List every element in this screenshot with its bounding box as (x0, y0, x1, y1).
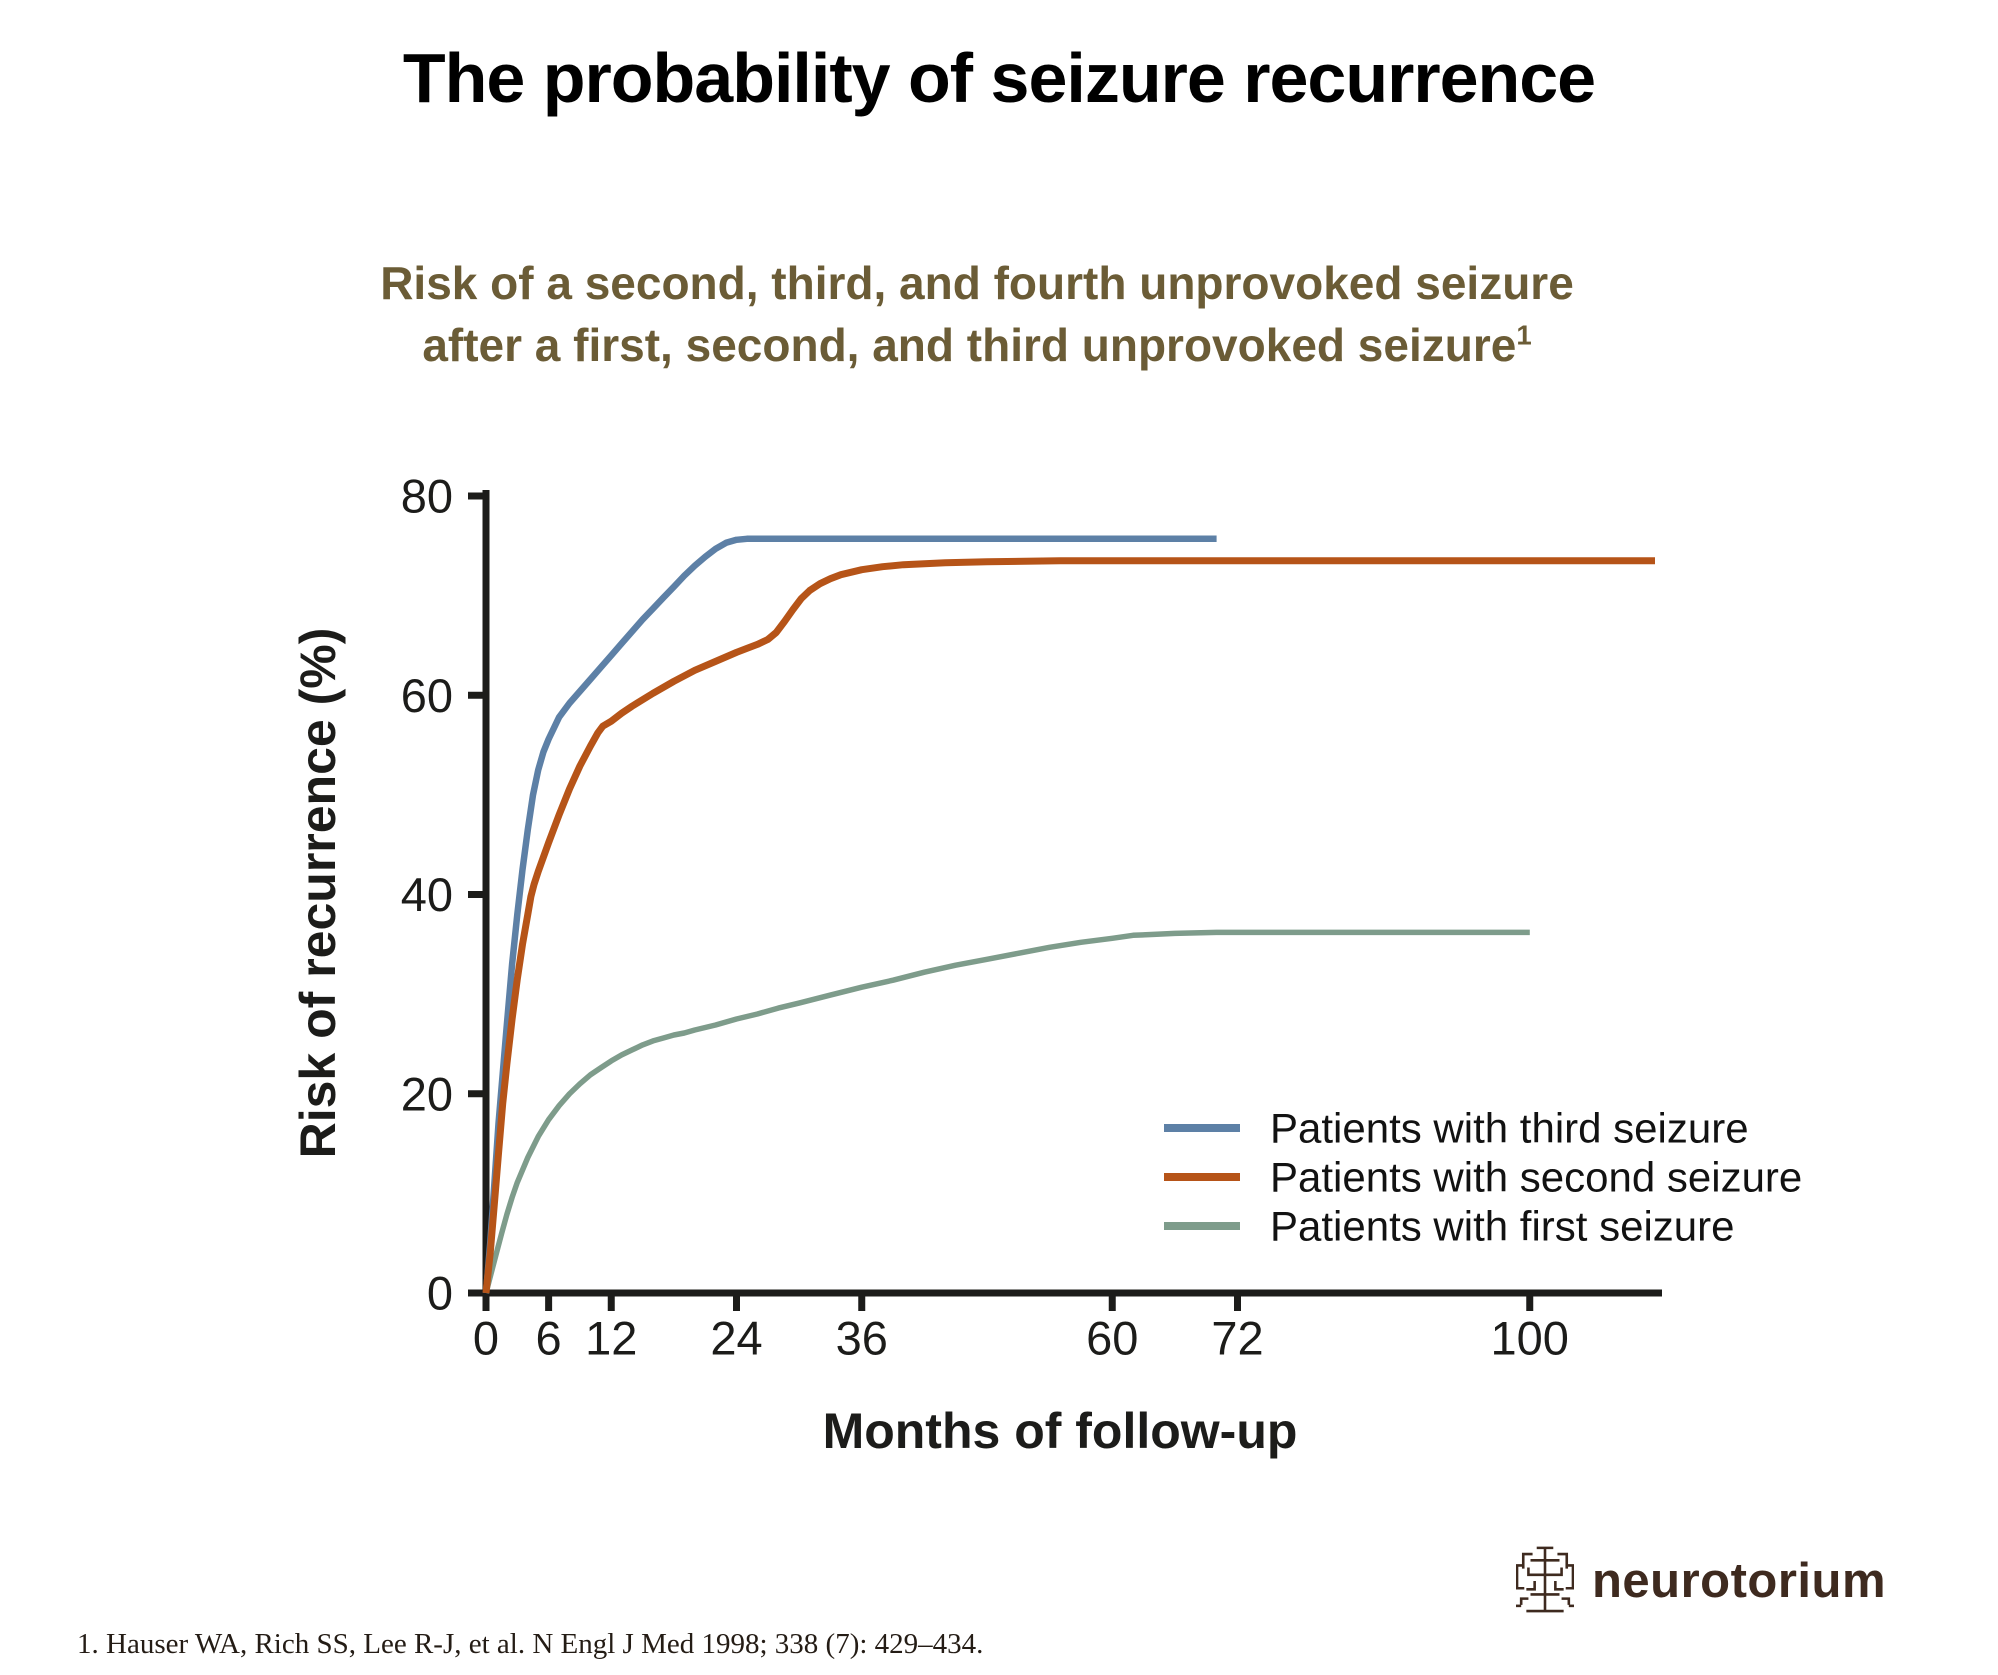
x-tick-label-72: 72 (1211, 1312, 1263, 1365)
legend-label-1: Patients with third seizure (1270, 1105, 1749, 1152)
chart-title-line1: Risk of a second, third, and fourth unpr… (380, 257, 1574, 309)
chart-ticks (468, 492, 1534, 1311)
x-tick-label-100: 100 (1491, 1312, 1569, 1365)
neurotorium-logo-icon (1516, 1546, 1574, 1613)
x-tick-label-6: 6 (536, 1312, 562, 1365)
y-tick-label-20: 20 (401, 1067, 453, 1120)
reference-citation: 1. Hauser WA, Rich SS, Lee R-J, et al. N… (77, 1628, 984, 1660)
page-title: The probability of seizure recurrence (402, 39, 1596, 117)
curve-patients-with-third-seizure (482, 535, 1217, 1294)
y-tick-label-40: 40 (401, 868, 453, 921)
y-axis-label: Risk of recurrence (%) (290, 628, 346, 1159)
legend-label-2: Patients with second seizure (1270, 1154, 1802, 1201)
chart-curves (482, 535, 1655, 1294)
x-tick-label-24: 24 (710, 1312, 762, 1365)
chart-title: Risk of a second, third, and fourth unpr… (0, 252, 1954, 376)
y-tick-label-80: 80 (401, 470, 453, 523)
legend-label-3: Patients with first seizure (1270, 1203, 1735, 1250)
neurotorium-logo-text: neurotorium (1592, 1554, 1887, 1608)
x-axis-label: Months of follow-up (823, 1403, 1298, 1459)
x-tick-label-12: 12 (585, 1312, 637, 1365)
chart-title-superscript: 1 (1516, 319, 1532, 351)
curve-patients-with-first-seizure (483, 929, 1530, 1294)
x-tick-label-60: 60 (1086, 1312, 1138, 1365)
y-tick-label-0: 0 (427, 1267, 453, 1320)
chart-title-line2: after a first, second, and third unprovo… (422, 319, 1517, 371)
curve-patients-with-second-seizure (482, 557, 1655, 1294)
x-tick-label-0: 0 (473, 1312, 499, 1365)
x-tick-label-36: 36 (836, 1312, 888, 1365)
y-tick-label-60: 60 (401, 669, 453, 722)
neurotorium-logo: neurotorium (1516, 1544, 1886, 1618)
